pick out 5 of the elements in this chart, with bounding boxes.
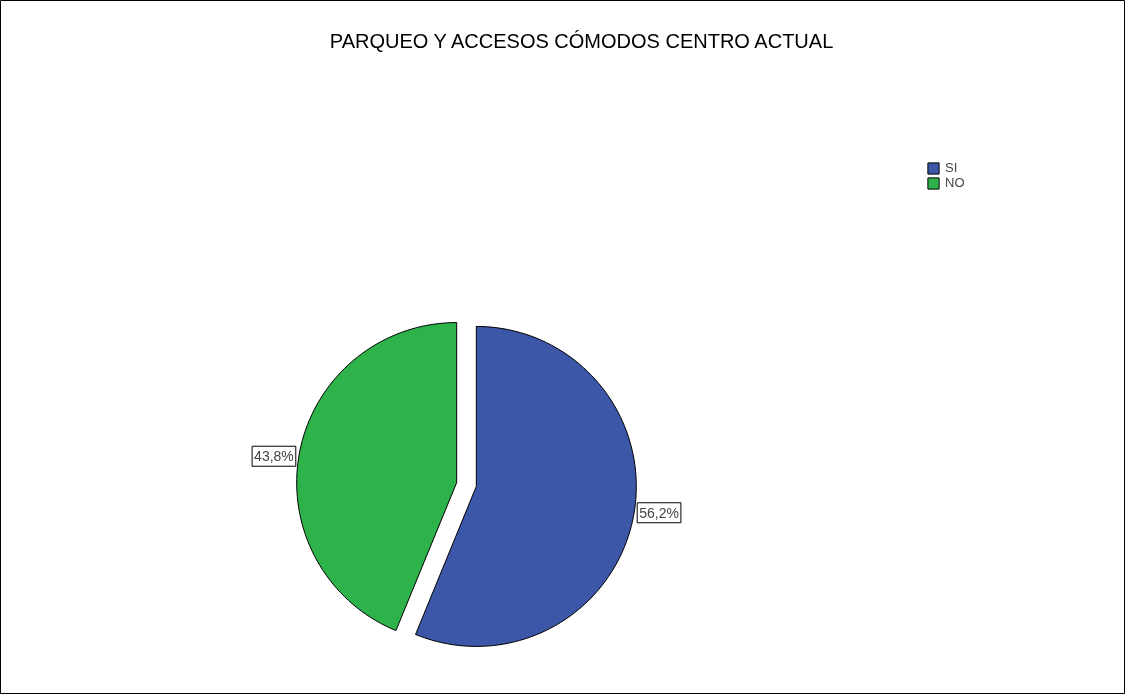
data-label: 56,2%	[639, 504, 679, 521]
legend-label: NO	[945, 175, 965, 190]
chart-title: PARQUEO Y ACCESOS CÓMODOS CENTRO ACTUAL	[329, 29, 834, 52]
data-label: 43,8%	[254, 448, 294, 465]
legend-label: SI	[945, 160, 959, 175]
